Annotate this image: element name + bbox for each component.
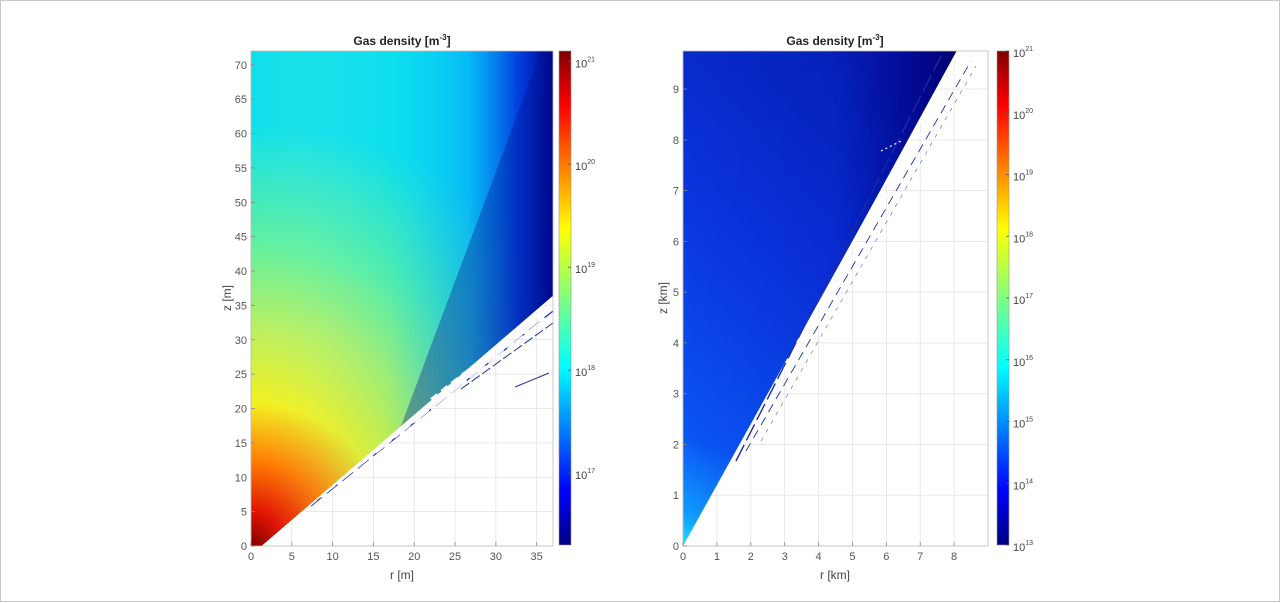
colorbar-tick-label: 1015	[1013, 417, 1033, 431]
colorbar-tick-label: 1018	[1013, 231, 1033, 245]
left-colorbar	[559, 51, 571, 545]
y-tick-label: 50	[235, 197, 247, 209]
y-tick-label: 5	[241, 507, 247, 519]
x-tick-label: 5	[289, 551, 295, 563]
x-tick-label: 2	[748, 551, 754, 563]
y-tick-label: 30	[235, 335, 247, 347]
x-tick-label: 5	[849, 551, 855, 563]
y-tick-label: 0	[241, 541, 247, 553]
colorbar-tick-label: 1017	[575, 468, 595, 482]
left-chart-title: Gas density [m-3]	[353, 33, 450, 48]
y-tick-label: 20	[235, 404, 247, 416]
x-tick-label: 3	[782, 551, 788, 563]
y-tick-label: 45	[235, 232, 247, 244]
colorbar-tick-label: 1018	[575, 365, 595, 379]
y-tick-label: 60	[235, 129, 247, 141]
left-x-axis-label: r [m]	[390, 568, 414, 582]
y-tick-label: 65	[235, 94, 247, 106]
y-tick-label: 8	[673, 135, 679, 147]
y-tick-label: 5	[673, 287, 679, 299]
right-panel: 0 1 2 3 4 5 6 7 8 0 1 2 3 4 5 6 7 8 9 Gas density [m-3] r…	[656, 33, 1033, 582]
right-axes-box	[682, 50, 989, 547]
x-tick-label: 15	[367, 551, 379, 563]
colorbar-tick-label: 1021	[575, 56, 595, 70]
colorbar-tick-label: 1017	[1013, 293, 1033, 307]
colorbar-tick-label: 1016	[1013, 355, 1033, 369]
right-x-axis-label: r [km]	[820, 568, 850, 582]
y-tick-label: 10	[235, 472, 247, 484]
x-tick-label: 1	[714, 551, 720, 563]
right-boundary-artifacts	[727, 50, 977, 470]
left-y-axis-label: z [m]	[220, 285, 234, 311]
colorbar-tick-label: 1020	[575, 159, 595, 173]
y-tick-label: 3	[673, 389, 679, 401]
y-tick-label: 25	[235, 369, 247, 381]
right-y-axis: 0 1 2 3 4 5 6 7 8 9	[673, 84, 687, 553]
x-tick-label: 7	[917, 551, 923, 563]
right-chart-title: Gas density [m-3]	[786, 33, 883, 48]
x-tick-label: 20	[408, 551, 420, 563]
x-tick-label: 25	[449, 551, 461, 563]
x-tick-label: 0	[680, 551, 686, 563]
y-tick-label: 55	[235, 163, 247, 175]
x-tick-label: 6	[883, 551, 889, 563]
x-tick-label: 4	[815, 551, 821, 563]
colorbar-tick-label: 1014	[1013, 478, 1033, 492]
y-tick-label: 9	[673, 84, 679, 96]
left-y-axis: 0 5 10 15 20 25 30 35 40 45 50 55 60 65 70	[235, 60, 255, 553]
colorbar-tick-label: 1020	[1013, 108, 1033, 122]
y-tick-label: 35	[235, 300, 247, 312]
x-tick-label: 10	[326, 551, 338, 563]
x-tick-label: 30	[490, 551, 502, 563]
y-tick-label: 6	[673, 236, 679, 248]
y-tick-label: 70	[235, 60, 247, 72]
left-x-axis: 0 5 10 15 20 25 30 35	[248, 542, 543, 563]
y-tick-label: 4	[673, 338, 679, 350]
colorbar-tick-label: 1021	[1013, 46, 1033, 60]
left-colorbar-ticks: 1017 1018 1019 1020 1021	[568, 56, 595, 482]
x-tick-label: 0	[248, 551, 254, 563]
right-colorbar-ticks: 1013 1014 1015 1016 1017 1018 1019 1020 1021	[1006, 46, 1033, 554]
x-tick-label: 8	[951, 551, 957, 563]
right-y-axis-label: z [km]	[656, 282, 670, 314]
right-x-axis: 0 1 2 3 4 5 6 7 8	[680, 542, 957, 563]
colorbar-tick-label: 1013	[1013, 540, 1033, 554]
y-tick-label: 2	[673, 439, 679, 451]
left-boundary-artifacts	[262, 296, 554, 547]
colorbar-tick-label: 1019	[1013, 170, 1033, 184]
colorbar-tick-label: 1019	[575, 262, 595, 276]
left-panel: 0 5 10 15 20 25 30 35 0 5 10 15 20 25 30 35 40 45 50 55 60 6…	[220, 33, 595, 582]
y-tick-label: 7	[673, 186, 679, 198]
y-tick-label: 15	[235, 438, 247, 450]
x-tick-label: 35	[531, 551, 543, 563]
y-tick-label: 0	[673, 541, 679, 553]
y-tick-label: 40	[235, 266, 247, 278]
y-tick-label: 1	[673, 490, 679, 502]
left-axes-box	[250, 50, 554, 547]
